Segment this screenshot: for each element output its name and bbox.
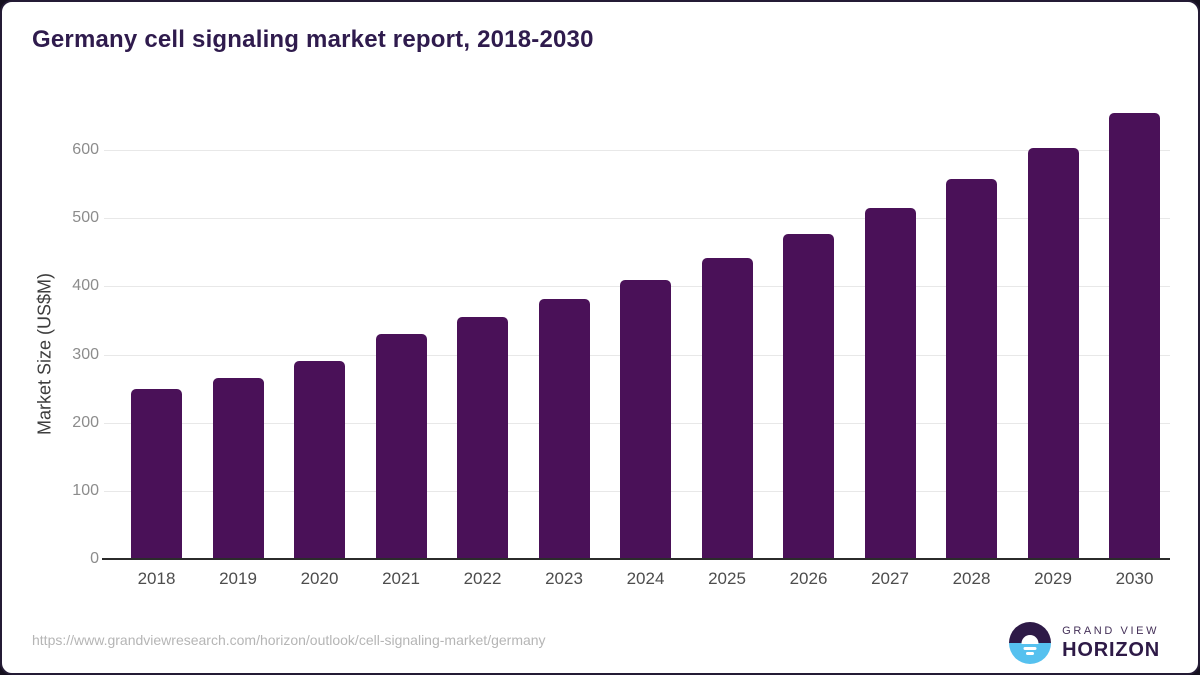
brand-name-bottom: HORIZON <box>1062 638 1160 661</box>
bar-2024 <box>620 279 671 559</box>
bar-2025 <box>701 257 753 559</box>
x-tick-2023: 2023 <box>545 569 583 588</box>
y-tick-500: 500 <box>72 209 99 227</box>
x-tick-2020: 2020 <box>300 569 339 588</box>
bar-2019 <box>212 377 264 559</box>
y-tick-600: 600 <box>72 141 99 158</box>
y-tick-300: 300 <box>72 345 99 363</box>
gridline-600 <box>104 150 1170 151</box>
x-tick-2021: 2021 <box>382 569 420 588</box>
brand-logo-text: GRAND VIEW HORIZON <box>1062 625 1160 662</box>
x-tick-2029: 2029 <box>1034 569 1072 588</box>
x-tick-2024: 2024 <box>626 569 665 588</box>
bar-2020 <box>294 360 345 559</box>
x-tick-2018: 2018 <box>137 569 176 588</box>
logo-sun-dome <box>1021 635 1039 644</box>
bar-2023 <box>538 299 590 559</box>
bar-2021 <box>375 334 427 559</box>
logo-wave-line <box>1023 647 1037 650</box>
x-tick-2026: 2026 <box>789 569 828 588</box>
bar-2026 <box>783 233 834 559</box>
logo-wave-line <box>1026 652 1035 655</box>
gridline-500 <box>104 218 1170 220</box>
y-tick-0: 0 <box>90 550 99 567</box>
source-url: https://www.grandviewresearch.com/horizo… <box>32 632 546 648</box>
bar-2018 <box>131 388 182 559</box>
x-tick-2019: 2019 <box>219 569 257 588</box>
sunrise-horizon-icon <box>1009 622 1052 664</box>
bar-2029 <box>1027 147 1079 559</box>
x-tick-2030: 2030 <box>1115 569 1154 588</box>
bar-2027 <box>864 207 916 559</box>
x-axis-line <box>102 558 1170 560</box>
bar-2022 <box>457 317 508 559</box>
y-tick-100: 100 <box>72 481 99 499</box>
y-tick-200: 200 <box>72 413 99 431</box>
brand-name-top: GRAND VIEW <box>1062 624 1160 637</box>
chart-title: Germany cell signaling market report, 20… <box>32 26 594 53</box>
bar-2028 <box>946 179 997 559</box>
x-tick-2027: 2027 <box>871 569 909 588</box>
x-tick-2022: 2022 <box>463 569 502 588</box>
x-tick-2028: 2028 <box>952 569 991 588</box>
plot-area <box>102 113 1170 560</box>
y-tick-400: 400 <box>72 277 99 295</box>
bar-2030 <box>1109 113 1160 559</box>
x-tick-2025: 2025 <box>708 569 746 588</box>
brand-logo: GRAND VIEW HORIZON <box>1009 621 1160 665</box>
logo-sky-half <box>1009 622 1052 643</box>
